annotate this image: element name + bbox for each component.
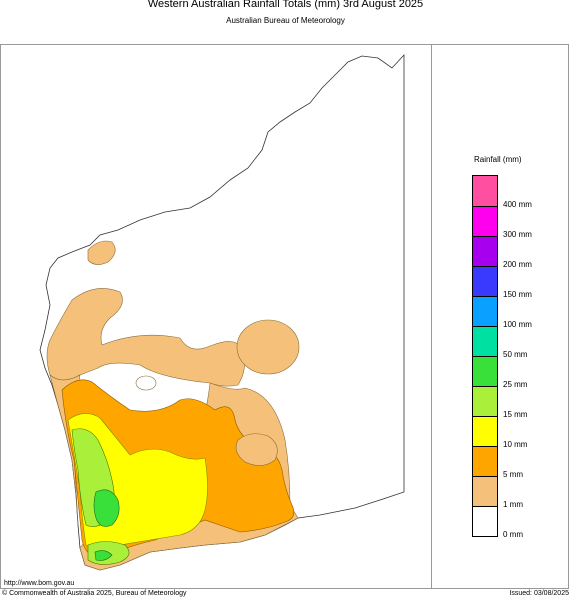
legend-swatch: [473, 266, 497, 296]
legend-tick-label: 200 mm: [503, 260, 532, 269]
legend-title: Rainfall (mm): [474, 155, 522, 164]
legend-swatch: [473, 416, 497, 446]
legend-swatch: [473, 446, 497, 476]
legend-swatch: [473, 356, 497, 386]
rainfall-25mm-region: [93, 489, 120, 527]
legend-swatch: [473, 326, 497, 356]
copyright-notice: © Commonwealth of Australia 2025, Bureau…: [2, 590, 187, 597]
dry-patch: [135, 375, 157, 391]
rainfall-1mm-east-patch: [236, 319, 300, 375]
rainfall-25mm-south-patch: [94, 550, 113, 561]
issued-date: Issued: 03/08/2025: [509, 590, 569, 597]
legend-swatch: [473, 296, 497, 326]
map-title: Western Australian Rainfall Totals (mm) …: [147, 0, 424, 10]
legend-tick-label: 50 mm: [503, 350, 528, 359]
legend-tick-label: 25 mm: [503, 380, 528, 389]
legend-tick-label: 15 mm: [503, 410, 528, 419]
legend-swatch: [473, 476, 497, 506]
legend-swatch: [473, 206, 497, 236]
legend-tick-label: 400 mm: [503, 200, 532, 209]
legend-tick-label: 100 mm: [503, 320, 532, 329]
legend-tick-label: 150 mm: [503, 290, 532, 299]
legend-tick-label: 1 mm: [503, 500, 523, 509]
panel-divider: [431, 44, 432, 589]
rainfall-1mm-north-patch: [87, 240, 116, 265]
map-frame: [0, 44, 569, 589]
rainfall-legend: [472, 175, 498, 537]
map-subtitle: Australian Bureau of Meteorology: [226, 16, 345, 25]
legend-swatch: [473, 386, 497, 416]
legend-tick-label: 5 mm: [503, 470, 523, 479]
legend-swatch: [473, 506, 497, 536]
legend-swatch: [473, 176, 497, 206]
rainfall-5mm-east-patch: [235, 433, 278, 466]
legend-tick-label: 10 mm: [503, 440, 528, 449]
source-url[interactable]: http://www.bom.gov.au: [4, 580, 75, 587]
legend-tick-label: 300 mm: [503, 230, 532, 239]
legend-swatch: [473, 236, 497, 266]
legend-tick-label: 0 mm: [503, 530, 523, 539]
